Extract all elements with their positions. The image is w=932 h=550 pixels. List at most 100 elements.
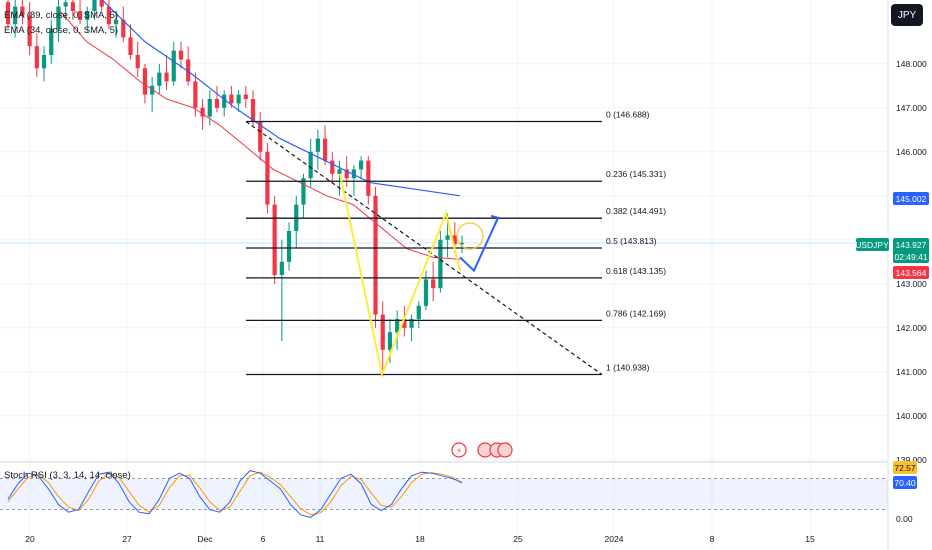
candle-body: [301, 178, 306, 205]
candle-body: [344, 169, 349, 179]
candle-body: [178, 50, 184, 60]
svg-text:USDJPY: USDJPY: [855, 240, 889, 250]
candle-body: [250, 99, 256, 121]
candle-body: [214, 99, 220, 108]
flash-icon: [451, 442, 467, 458]
candle-body: [186, 59, 191, 82]
candle-body: [243, 94, 248, 99]
candle-body: [34, 46, 39, 69]
candle-body: [41, 55, 47, 69]
candle-body: [423, 279, 429, 306]
candle-body: [395, 319, 400, 333]
time-axis-labels: 20 27 Dec 6 11 18 25 2024 8 15: [25, 534, 815, 544]
candle-body: [409, 319, 414, 328]
candle-body: [373, 195, 378, 315]
candle-body: [200, 107, 205, 117]
candlestick-series: [5, 0, 465, 377]
target-circle: [456, 222, 484, 250]
time-tick-label: 27: [122, 534, 132, 544]
candle-body: [286, 231, 292, 262]
candle-body: [113, 19, 119, 25]
candle-body: [70, 2, 75, 11]
svg-text:143.927: 143.927: [896, 240, 927, 250]
svg-text:02:49:41: 02:49:41: [894, 252, 927, 262]
candle-body: [351, 169, 357, 179]
ema-34-line: [59, 10, 461, 260]
time-tick-label: 8: [710, 534, 715, 544]
candle-body: [337, 169, 342, 174]
candle-body: [272, 204, 277, 275]
candle-body: [142, 68, 148, 95]
event-icons[interactable]: ⚡: [451, 442, 513, 458]
svg-text:143.564: 143.564: [896, 268, 927, 278]
svg-text:70.40: 70.40: [894, 478, 916, 488]
candle-body: [56, 6, 61, 29]
zigzag-pattern[interactable]: [339, 173, 461, 378]
candle-body: [330, 160, 335, 174]
candle-body: [49, 28, 54, 55]
stoch-d-line: [7, 471, 463, 516]
candle-body: [445, 235, 450, 240]
candle-body: [366, 160, 371, 196]
candle-body: [359, 160, 364, 170]
candle-body: [135, 55, 140, 69]
candle-body: [27, 15, 32, 47]
badge-stoch-d: 70.40: [893, 476, 917, 489]
candle-body: [236, 94, 241, 104]
candle-body: [308, 151, 313, 179]
candle-body: [171, 50, 176, 82]
stoch-k-line: [7, 470, 463, 518]
price-tick-label: 139.000: [896, 455, 927, 465]
ema-89-label[interactable]: EMA (89, close, 0, SMA, 5): [4, 10, 119, 21]
candle-body: [452, 235, 457, 245]
time-tick-label: 20: [25, 534, 35, 544]
badge-stoch-k: 72.57: [893, 461, 917, 474]
currency-button[interactable]: JPY: [891, 4, 923, 26]
candle-body: [92, 0, 97, 11]
candle-body: [63, 2, 68, 7]
time-tick-label: 2024: [605, 534, 624, 544]
candle-body: [99, 0, 104, 7]
candle-body: [258, 121, 263, 152]
price-tick-label: 142.000: [896, 323, 927, 333]
stoch-rsi-label[interactable]: Stoch RSI (3, 3, 14, 14, close): [4, 470, 131, 481]
price-tick-label: 148.000: [896, 59, 927, 69]
candle-body: [13, 6, 18, 25]
candle-body: [387, 332, 393, 350]
candle-body: [222, 94, 227, 108]
candle-body: [322, 138, 328, 161]
projection-arrowhead: [490, 214, 500, 226]
candle-body: [164, 72, 169, 82]
fibonacci-retracement[interactable]: 0 (146.688) 0.236 (145.331) 0.382 (144.491…: [246, 110, 666, 376]
price-tick-label: 141.000: [896, 367, 927, 377]
price-tick-label: 140.000: [896, 411, 927, 421]
price-axis-labels: 139.000 140.000 141.000 142.000 143.000 146.0…: [896, 59, 927, 524]
candle-body: [315, 138, 320, 152]
time-tick-label: 11: [316, 534, 325, 544]
candle-body: [85, 11, 90, 20]
projection-arrow[interactable]: [459, 214, 500, 273]
fib-label-0.382: 0.382 (144.491): [606, 206, 666, 216]
dashed-trendline[interactable]: [245, 121, 603, 376]
time-tick-label: 15: [805, 534, 815, 544]
fib-label-0.786: 0.786 (142.169): [606, 308, 666, 318]
fib-label-1: 1 (140.938): [606, 363, 650, 373]
candle-body: [20, 6, 25, 16]
candle-body: [106, 6, 111, 25]
price-tick-label: 147.000: [896, 103, 927, 113]
candle-body: [157, 72, 162, 86]
candle-body: [150, 85, 155, 95]
stoch-band-fill: [0, 478, 888, 510]
projection-path: [459, 217, 499, 273]
time-tick-label: Dec: [197, 534, 213, 544]
badge-ema-blue: 145.002: [893, 192, 929, 205]
svg-text:145.002: 145.002: [896, 194, 927, 204]
ema-34-label[interactable]: EMA (34, close, 0, SMA, 5): [4, 25, 119, 36]
candle-body: [121, 19, 126, 38]
fib-label-0.236: 0.236 (145.331): [606, 169, 666, 179]
candle-body: [279, 261, 284, 275]
fib-label-0.618: 0.618 (143.135): [606, 266, 666, 276]
candle-body: [193, 81, 198, 108]
svg-text:72.57: 72.57: [894, 463, 916, 473]
